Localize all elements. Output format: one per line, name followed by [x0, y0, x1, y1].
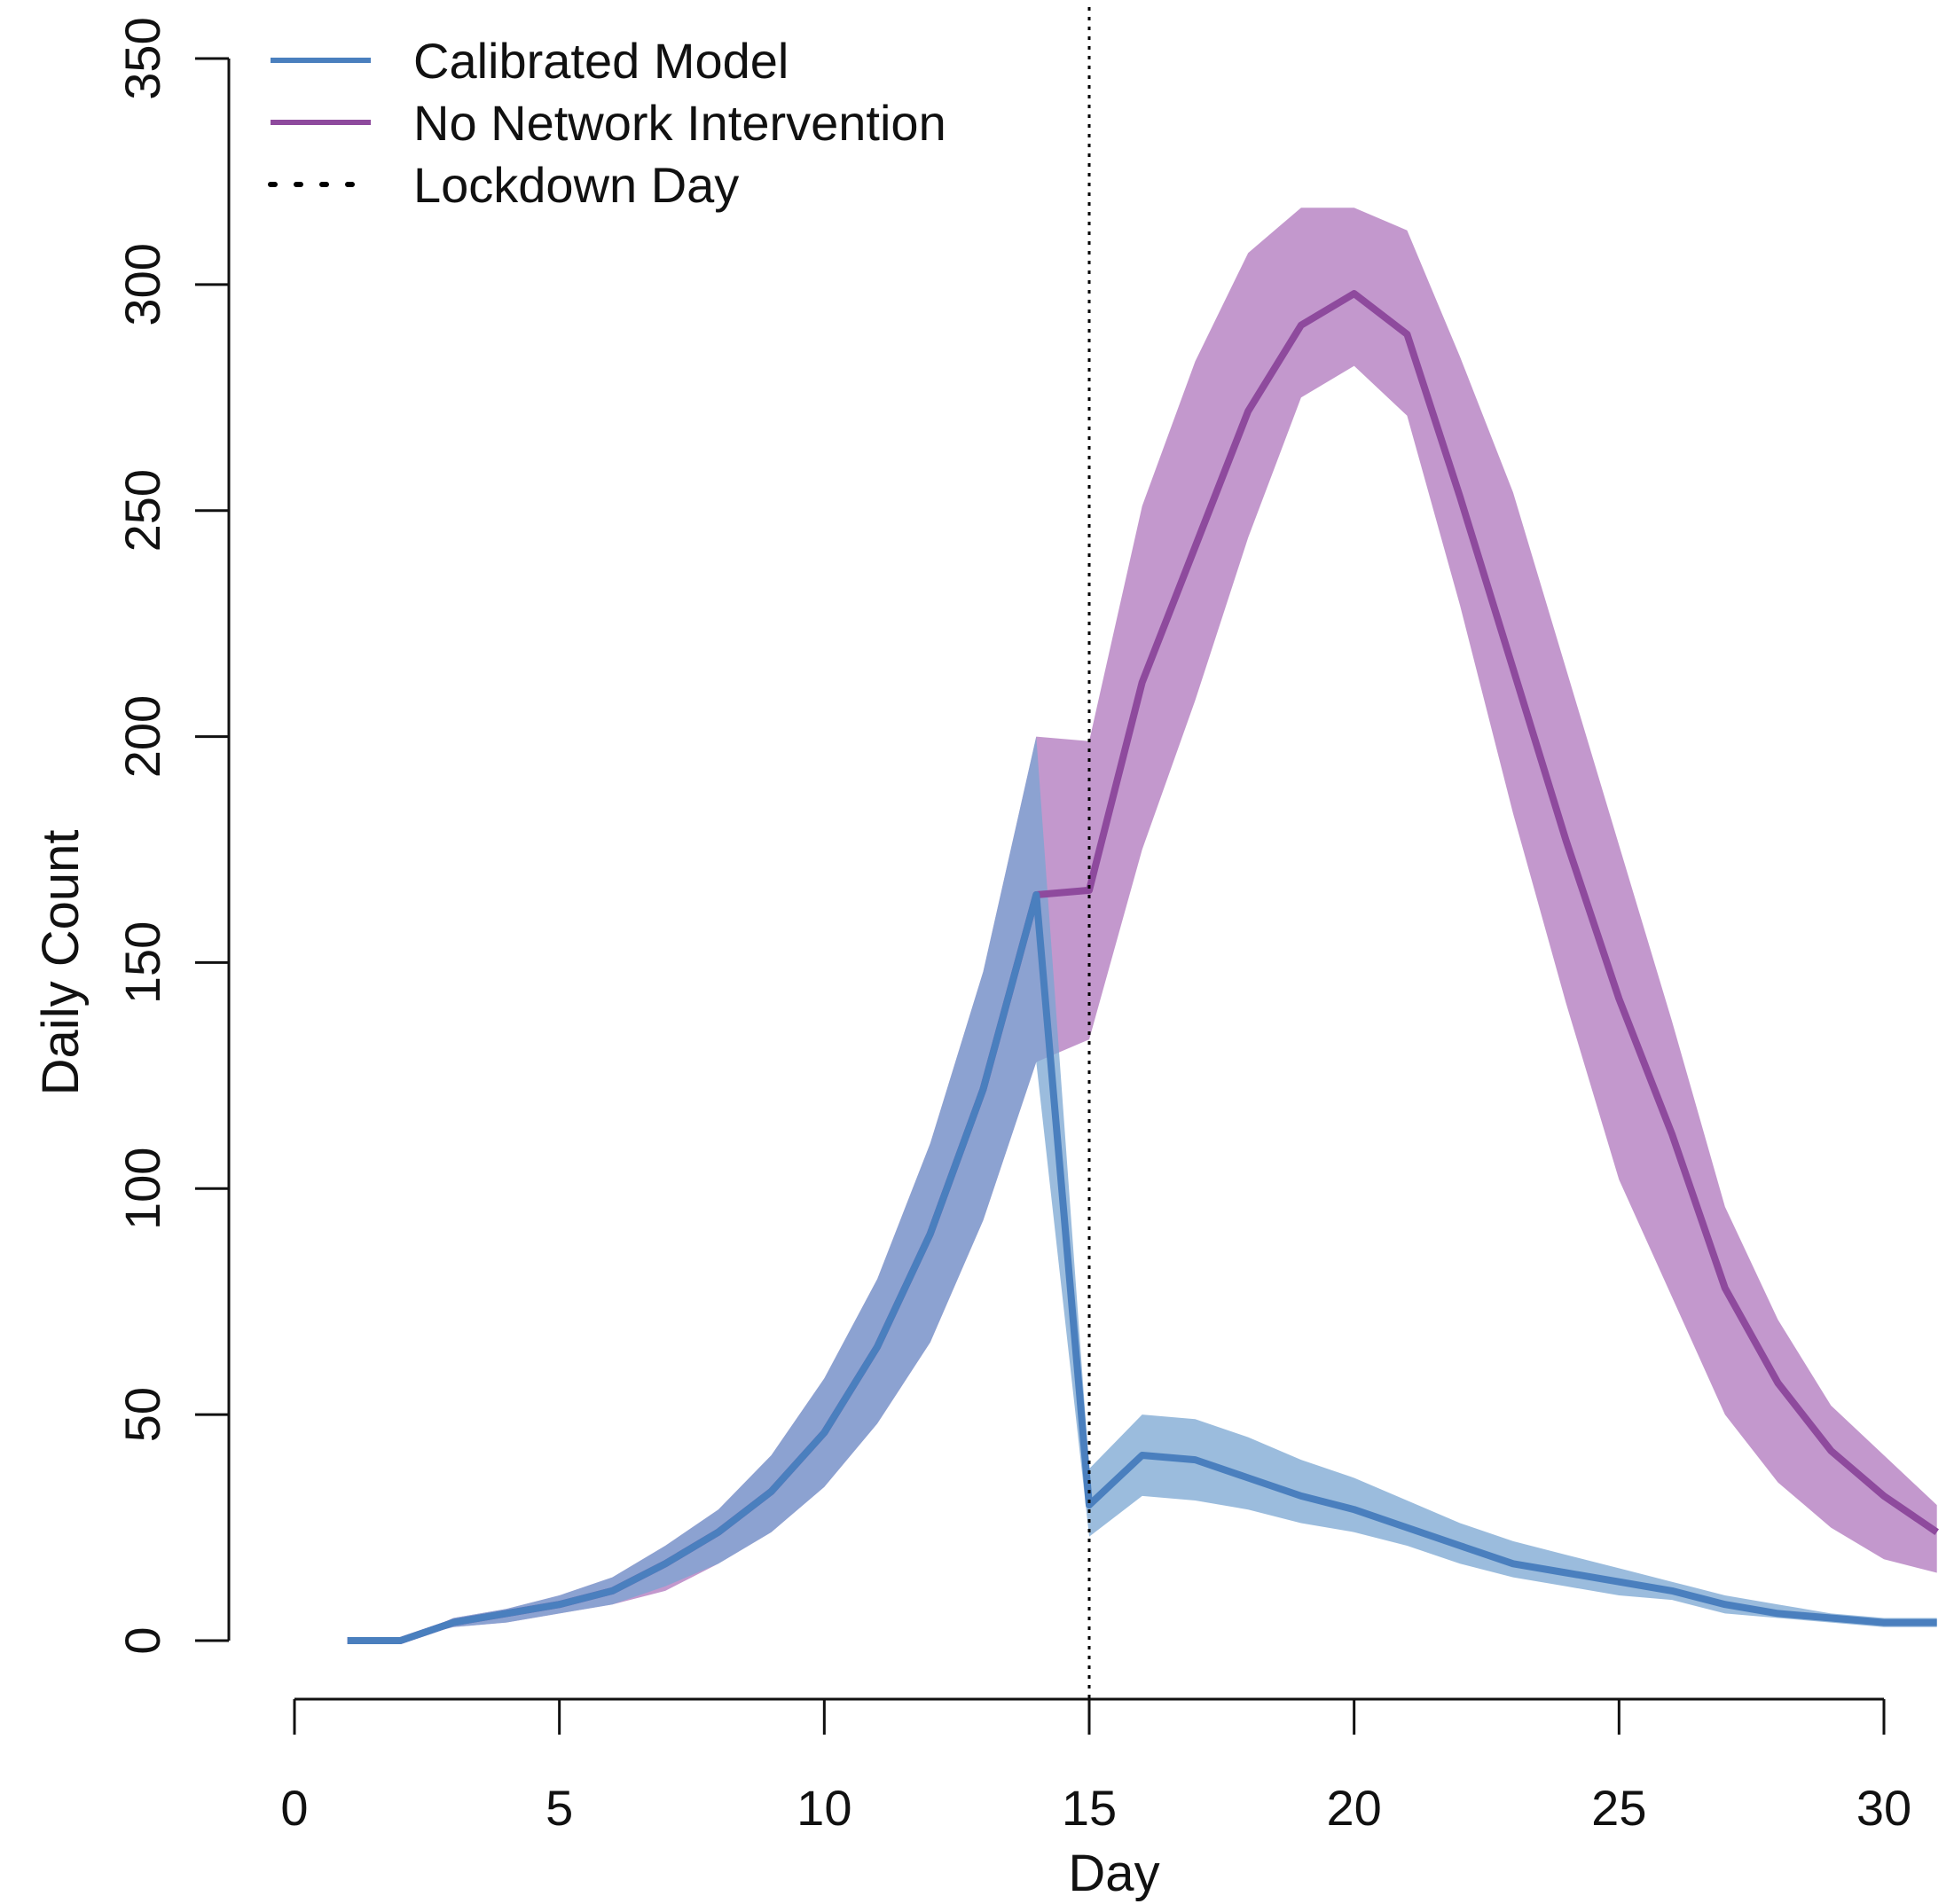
legend-label-3: Lockdown Day: [413, 157, 739, 213]
y-axis-ticks: 0 50 100 150 200 250 300 350: [114, 17, 229, 1655]
y-tick-label: 50: [114, 1387, 170, 1442]
confidence-bands: [347, 208, 1937, 1642]
confidence-band-no-network-intervention: [347, 208, 1937, 1642]
x-tick-label: 25: [1591, 1780, 1646, 1836]
x-tick-label: 20: [1327, 1780, 1382, 1836]
y-tick-label: 250: [114, 469, 170, 552]
x-axis-title: Day: [1068, 1845, 1159, 1902]
x-tick-label: 30: [1856, 1780, 1911, 1836]
y-tick-label: 100: [114, 1148, 170, 1230]
y-tick-label: 150: [114, 921, 170, 1004]
y-tick-label: 200: [114, 695, 170, 778]
y-tick-label: 350: [114, 17, 170, 99]
legend-label-1: Calibrated Model: [413, 33, 789, 89]
series-lines: [347, 290, 1939, 1644]
y-tick-label: 300: [114, 243, 170, 325]
x-tick-label: 10: [797, 1780, 851, 1836]
x-axis-ticks: 0 5 10 15 20 25 30: [280, 1699, 1911, 1836]
y-tick-label: 0: [114, 1626, 170, 1654]
y-axis-title: Daily Count: [32, 830, 90, 1096]
legend-label-2: No Network Intervention: [413, 95, 946, 151]
series-line-calibrated-model: [347, 891, 1937, 1644]
legend: Calibrated Model No Network Intervention L…: [268, 33, 946, 213]
x-tick-label: 0: [280, 1780, 308, 1836]
x-tick-label: 15: [1062, 1780, 1117, 1836]
x-tick-label: 5: [545, 1780, 573, 1836]
